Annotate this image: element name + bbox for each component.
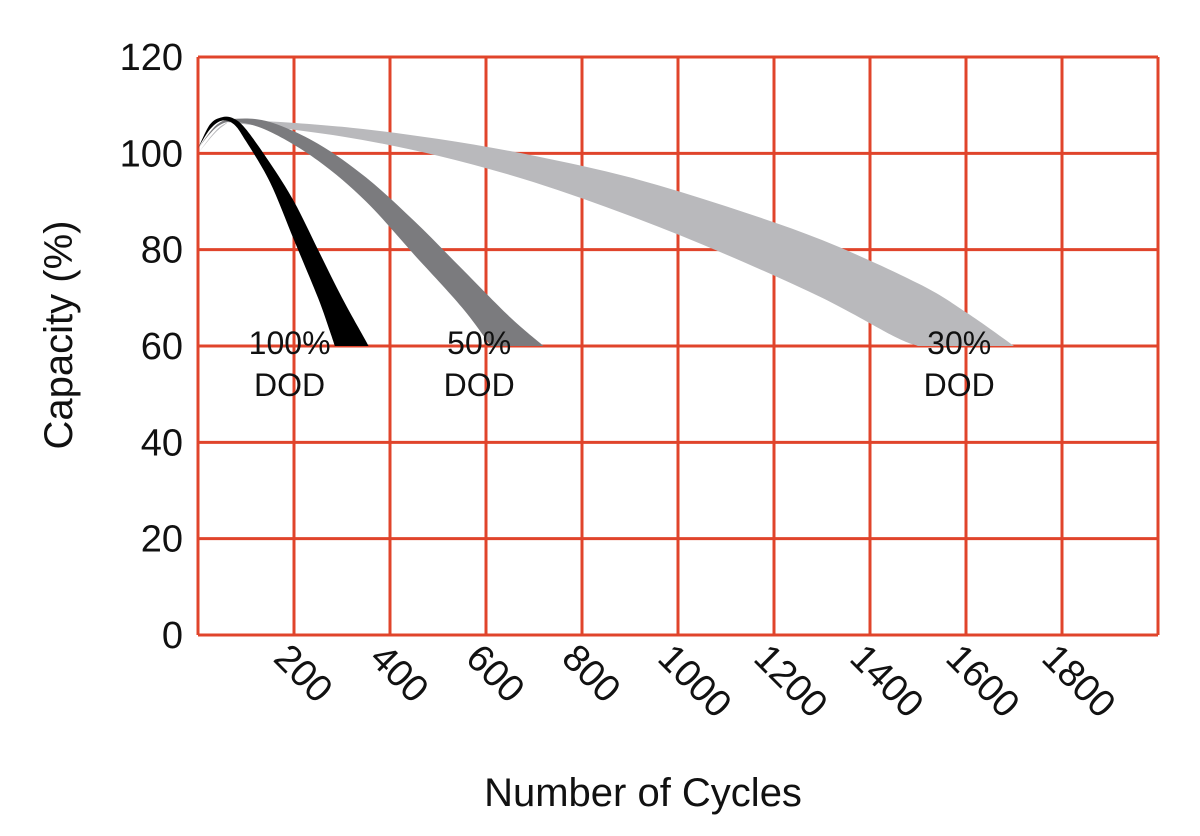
x-tick-label: 400 xyxy=(362,637,437,712)
x-tick-label: 1400 xyxy=(842,637,931,726)
y-tick-label: 80 xyxy=(141,230,183,272)
x-axis-label: Number of Cycles xyxy=(484,771,802,815)
grid xyxy=(196,55,1160,637)
band-30-dod xyxy=(198,120,1014,346)
y-tick-label: 100 xyxy=(120,133,183,175)
band-label: DOD xyxy=(924,367,995,403)
x-tick-label: 600 xyxy=(458,637,533,712)
band-100-dod xyxy=(198,116,369,347)
x-tick-label: 1200 xyxy=(746,637,835,726)
band-50-dod xyxy=(198,118,544,346)
band-label: DOD xyxy=(444,367,515,403)
x-tick-label: 1600 xyxy=(938,637,1027,726)
x-tick-label: 1800 xyxy=(1034,637,1123,726)
band-label: 50% xyxy=(447,325,511,361)
y-axis-label: Capacity (%) xyxy=(37,221,81,450)
band-label: 100% xyxy=(249,325,331,361)
y-tick-label: 60 xyxy=(141,326,183,368)
x-tick-label: 1000 xyxy=(650,637,739,726)
band-label: 30% xyxy=(927,325,991,361)
y-tick-label: 40 xyxy=(141,422,183,464)
x-tick-label: 800 xyxy=(554,637,629,712)
band-labels: 100% DOD 50% DOD 30% DOD xyxy=(249,325,995,403)
y-tick-label: 20 xyxy=(141,519,183,561)
y-tick-label: 0 xyxy=(162,615,183,657)
plot-area xyxy=(198,116,1014,347)
y-tick-label: 120 xyxy=(120,37,183,79)
x-tick-label: 200 xyxy=(266,637,341,712)
band-label: DOD xyxy=(254,367,325,403)
